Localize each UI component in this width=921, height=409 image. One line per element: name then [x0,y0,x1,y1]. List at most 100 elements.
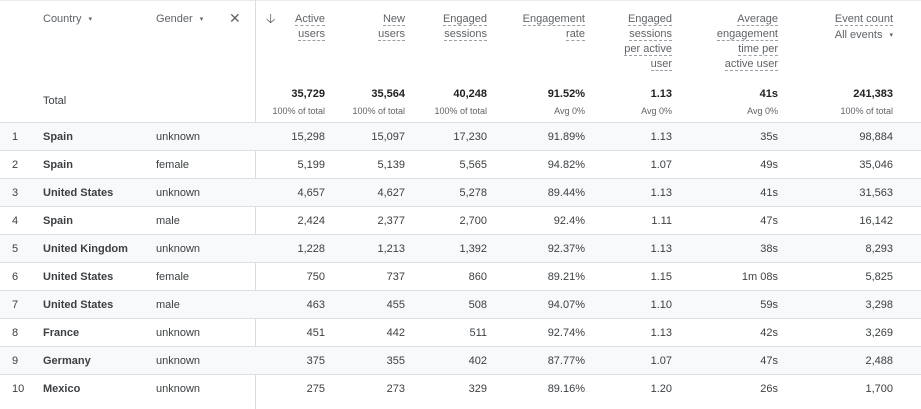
metric-cell-0: 5,199 [297,159,325,171]
metric-cell-6: 1,700 [865,383,893,395]
metric-cell-4: 1.07 [650,159,672,171]
metric-header-label: Average engagement time per active user [716,13,778,71]
close-icon[interactable]: ✕ [229,10,241,26]
metric-cell-2: 2,700 [459,215,487,227]
country-cell: United States [43,271,114,283]
country-cell: Spain [43,131,73,143]
metric-cell-0: 451 [306,327,325,339]
metric-header-6[interactable]: Event count All events ▾ [803,12,893,43]
metric-total-5: 41s Avg 0% [698,88,778,116]
metric-header-3[interactable]: Engagement rate [495,12,585,42]
metric-total-subtext: Avg 0% [641,106,672,116]
metric-cell-6: 3,298 [865,299,893,311]
country-cell: France [43,327,80,339]
table-row[interactable]: 3 United States unknown 4,657 4,627 5,278 89.4… [0,178,921,207]
metric-cell-6: 8,293 [865,243,893,255]
metric-cell-6: 5,825 [865,271,893,283]
gender-cell: female [156,271,190,283]
metric-cell-3: 89.44% [547,187,585,199]
metric-total-subtext: 100% of total [352,106,405,116]
row-index: 2 [12,159,19,171]
metric-header-0[interactable]: Active users [255,12,325,42]
metric-total-value: 241,383 [853,88,893,100]
metric-cell-6: 31,563 [859,187,893,199]
metric-total-1: 35,564 100% of total [325,88,405,116]
metric-total-4: 1.13 Avg 0% [592,88,672,116]
metric-cell-0: 2,424 [297,215,325,227]
metric-total-value: 41s [759,88,778,100]
row-index: 5 [12,243,19,255]
country-header-label: Country [43,13,82,25]
metric-cell-2: 511 [469,327,487,339]
metric-total-value: 35,564 [371,88,405,100]
table-row[interactable]: 8 France unknown 451 442 511 92.74% 1.13 42s 3,26… [0,318,921,347]
metric-cell-3: 89.21% [547,271,585,283]
metric-cell-0: 1,228 [297,243,325,255]
country-cell: Spain [43,215,73,227]
row-index: 8 [12,327,19,339]
metric-cell-2: 402 [468,355,487,367]
metric-cell-4: 1.20 [650,383,672,395]
metric-header-label: Active users [295,13,325,41]
metric-header-2[interactable]: Engaged sessions [407,12,487,42]
metric-cell-3: 92.37% [547,243,585,255]
metric-header-1[interactable]: New users [335,12,405,42]
metric-cell-1: 2,377 [377,215,405,227]
row-index: 6 [12,271,19,283]
gender-cell: male [156,299,180,311]
metric-cell-0: 463 [306,299,325,311]
metric-cell-2: 1,392 [459,243,487,255]
metric-cell-1: 273 [386,383,405,395]
metric-cell-3: 94.07% [547,299,585,311]
table-row[interactable]: 4 Spain male 2,424 2,377 2,700 92.4% 1.11 47s 16,… [0,206,921,235]
metric-cell-3: 92.4% [553,215,585,227]
gender-dimension-header[interactable]: Gender ▾ [156,13,203,25]
table-row[interactable]: 7 United States male 463 455 508 94.07% 1.10 59s… [0,290,921,319]
metric-cell-1: 5,139 [377,159,405,171]
metric-cell-6: 3,269 [865,327,893,339]
metric-cell-0: 275 [306,383,325,395]
row-index: 3 [12,187,19,199]
sort-descending-icon[interactable]: 🡣 [266,11,276,26]
table-row[interactable]: 1 Spain unknown 15,298 15,097 17,230 91.89% 1.1… [0,122,921,151]
metric-cell-1: 737 [386,271,405,283]
metric-cell-3: 89.16% [547,383,585,395]
country-dimension-header[interactable]: Country ▾ [43,13,92,25]
metric-header-4[interactable]: Engaged sessions per active user [592,12,672,72]
metric-cell-4: 1.07 [650,355,672,367]
metric-cell-0: 4,657 [297,187,325,199]
table-row[interactable]: 6 United States female 750 737 860 89.21% 1.15 1… [0,262,921,291]
metric-header-label: New users [378,13,405,41]
metric-cell-5: 26s [760,383,778,395]
metric-cell-1: 355 [386,355,405,367]
row-index: 10 [12,383,25,395]
table-row[interactable]: 9 Germany unknown 375 355 402 87.77% 1.07 47s 2,4… [0,346,921,375]
metric-header-label: Engaged sessions per active user [624,13,672,71]
metric-cell-2: 329 [468,383,487,395]
event-filter-dropdown[interactable]: All events ▾ [803,28,893,43]
country-cell: Spain [43,159,73,171]
metric-cell-5: 47s [760,215,778,227]
gender-cell: unknown [156,243,201,255]
metric-cell-1: 442 [386,327,405,339]
metric-total-6: 241,383 100% of total [813,88,893,116]
metric-cell-3: 92.74% [547,327,585,339]
metric-cell-5: 41s [760,187,778,199]
metric-cell-5: 38s [760,243,778,255]
country-cell: United States [43,299,114,311]
country-cell: United Kingdom [43,243,128,255]
gender-cell: unknown [156,355,201,367]
metric-header-5[interactable]: Average engagement time per active user [688,12,778,72]
metric-cell-1: 15,097 [371,131,405,143]
metric-cell-5: 42s [760,327,778,339]
metric-cell-5: 49s [760,159,778,171]
row-index: 9 [12,355,19,367]
metric-total-subtext: Avg 0% [554,106,585,116]
table-row[interactable]: 2 Spain female 5,199 5,139 5,565 94.82% 1.07 49s… [0,150,921,179]
table-row[interactable]: 10 Mexico unknown 275 273 329 89.16% 1.20 26s 1,7… [0,374,921,403]
metric-cell-5: 1m 08s [741,271,778,283]
country-cell: Mexico [43,383,81,395]
table-row[interactable]: 5 United Kingdom unknown 1,228 1,213 1,392 92.… [0,234,921,263]
metric-cell-4: 1.15 [650,271,672,283]
